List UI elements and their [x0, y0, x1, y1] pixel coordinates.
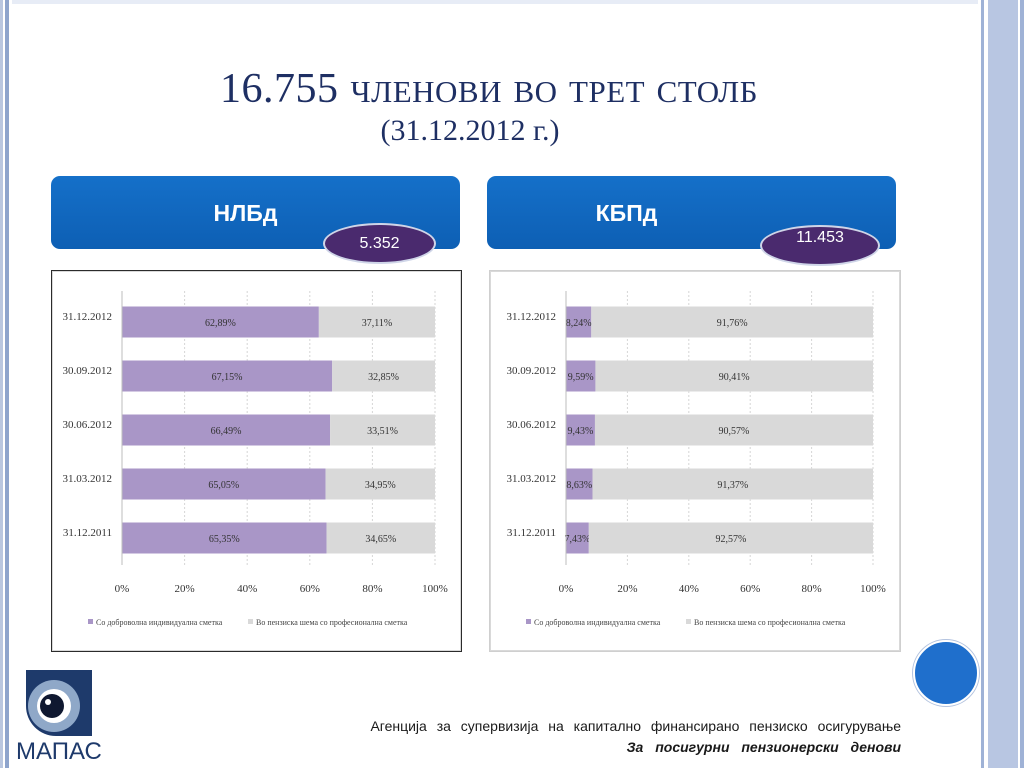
- bar-segment-voluntary: [122, 306, 319, 338]
- category-label: 31.03.2012: [63, 473, 113, 485]
- bar-segment-occupational: [318, 306, 435, 338]
- legend-swatch: [88, 619, 93, 624]
- fund-name-nlb: НЛБд: [213, 200, 278, 226]
- x-tick-label: 40%: [679, 583, 699, 595]
- member-count-badge-kbp: 11.453: [760, 225, 880, 266]
- x-tick-label: 40%: [237, 583, 257, 595]
- legend-label: Со доброволна индивидуална сметка: [96, 618, 223, 627]
- data-label: 32,85%: [368, 372, 399, 383]
- data-label: 33,51%: [367, 426, 398, 437]
- left-frame-stripes: [0, 0, 12, 768]
- legend-label: Во пензиска шема со професионална сметка: [694, 618, 846, 627]
- member-count-badge-nlb: 5.352: [323, 223, 436, 264]
- bar-segment-occupational: [325, 468, 435, 500]
- bar-segment-voluntary: [566, 360, 596, 392]
- bar-segment-voluntary: [122, 522, 327, 554]
- x-tick-label: 20%: [175, 583, 195, 595]
- mapas-logo: МАПАС: [16, 666, 106, 766]
- bar-segment-voluntary: [122, 414, 331, 446]
- data-label: 91,76%: [717, 318, 748, 329]
- slide-subtitle: (31.12.2012 г.): [380, 114, 560, 147]
- eye-logo-icon: [24, 670, 92, 736]
- bar-segment-occupational: [588, 522, 873, 554]
- slide-title: 16.755 членови во трет столб: [0, 62, 978, 113]
- title-text: членови во трет столб: [350, 63, 758, 112]
- x-tick-label: 60%: [300, 583, 320, 595]
- logo-text: МАПАС: [16, 738, 102, 765]
- data-label: 91,37%: [717, 480, 748, 491]
- x-tick-label: 20%: [617, 583, 637, 595]
- data-label: 8,24%: [566, 318, 592, 329]
- category-label: 31.12.2012: [507, 311, 557, 323]
- bar-segment-occupational: [332, 360, 435, 392]
- bar-segment-voluntary: [122, 360, 333, 392]
- bar-segment-voluntary: [566, 522, 589, 554]
- category-label: 31.12.2011: [507, 527, 556, 539]
- data-label: 65,05%: [208, 480, 239, 491]
- bar-segment-voluntary: [566, 414, 595, 446]
- bar-segment-voluntary: [566, 468, 593, 500]
- data-label: 34,65%: [365, 534, 396, 545]
- data-label: 90,41%: [719, 372, 750, 383]
- stacked-bar-chart-kbp: 0% 20% 40% 60% 80% 100% 8,24% 91,76% 31.12.2012 9…: [507, 291, 886, 627]
- category-label: 31.12.2011: [63, 527, 112, 539]
- top-frame-line: [12, 0, 978, 4]
- legend-label: Со доброволна индивидуална сметка: [534, 618, 661, 627]
- footer-motto: За посигурни пензионерски денови: [626, 739, 901, 755]
- category-label: 30.06.2012: [63, 419, 113, 431]
- x-tick-label: 60%: [740, 583, 760, 595]
- legend-label: Во пензиска шема со професионална сметка: [256, 618, 408, 627]
- data-label: 9,43%: [568, 426, 594, 437]
- x-tick-label: 100%: [860, 583, 886, 595]
- bar-segment-occupational: [595, 360, 873, 392]
- chart-panel-kbp: 0% 20% 40% 60% 80% 100% 8,24% 91,76% 31.12.2012 9…: [489, 270, 901, 652]
- footer-agency-name: Агенција за супервизија на капитално фин…: [370, 718, 901, 734]
- legend-swatch: [248, 619, 253, 624]
- data-label: 90,57%: [719, 426, 750, 437]
- category-label: 31.03.2012: [507, 473, 557, 485]
- legend-swatch: [686, 619, 691, 624]
- chart-panel-nlb: 0% 20% 40% 60% 80% 100% 62,89% 37,11% 31.12.2012…: [51, 270, 462, 652]
- x-tick-label: 0%: [559, 583, 574, 595]
- category-label: 31.12.2012: [63, 311, 113, 323]
- bar-segment-voluntary: [122, 468, 326, 500]
- data-label: 66,49%: [211, 426, 242, 437]
- data-label: 62,89%: [205, 318, 236, 329]
- member-count-kbp: 11.453: [796, 229, 844, 246]
- data-label: 92,57%: [715, 534, 746, 545]
- bar-segment-voluntary: [566, 306, 592, 338]
- category-label: 30.09.2012: [63, 365, 113, 377]
- bar-segment-occupational: [330, 414, 435, 446]
- bar-segment-occupational: [592, 468, 873, 500]
- data-label: 7,43%: [564, 534, 590, 545]
- x-tick-label: 0%: [115, 583, 130, 595]
- fund-name-kbp: КБПд: [595, 200, 658, 226]
- title-number: 16.755: [220, 66, 339, 112]
- bar-segment-occupational: [594, 414, 873, 446]
- bar-segment-occupational: [326, 522, 435, 554]
- stacked-bar-chart-nlb: 0% 20% 40% 60% 80% 100% 62,89% 37,11% 31.12.2012…: [63, 291, 448, 627]
- decorative-circle: [913, 640, 979, 706]
- right-frame-stripes: [978, 0, 1024, 768]
- fund-box-kbp: КБПд: [487, 176, 896, 249]
- data-label: 37,11%: [362, 318, 392, 329]
- x-tick-label: 80%: [802, 583, 822, 595]
- data-label: 67,15%: [212, 372, 243, 383]
- data-label: 34,95%: [365, 480, 396, 491]
- data-label: 8,63%: [566, 480, 592, 491]
- legend-swatch: [526, 619, 531, 624]
- category-label: 30.06.2012: [507, 419, 557, 431]
- x-tick-label: 100%: [422, 583, 448, 595]
- bar-segment-occupational: [591, 306, 873, 338]
- data-label: 9,59%: [568, 372, 594, 383]
- data-label: 65,35%: [209, 534, 240, 545]
- category-label: 30.09.2012: [507, 365, 557, 377]
- x-tick-label: 80%: [362, 583, 382, 595]
